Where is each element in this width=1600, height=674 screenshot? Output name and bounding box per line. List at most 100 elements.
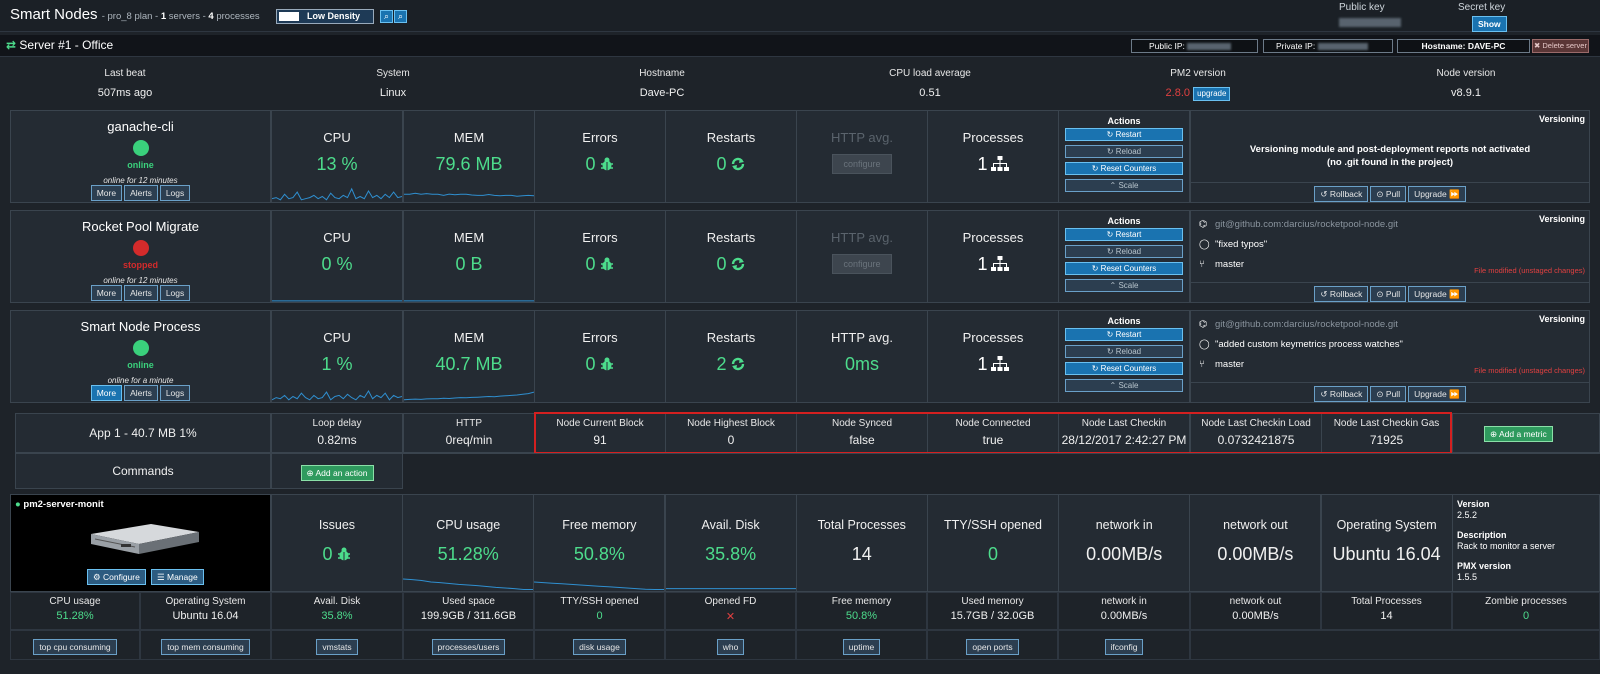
monit-tile-value-text: Ubuntu 16.04: [1332, 544, 1441, 564]
actions-panel: Actions ↻ Restart ↻ Reload ↻ Reset Counters…: [1058, 310, 1190, 403]
command-button[interactable]: open ports: [966, 639, 1019, 655]
branch-name: master: [1215, 259, 1245, 270]
monit-tile: Operating System Ubuntu 16.04: [1320, 494, 1453, 592]
reset-counters-button[interactable]: ↻ Reset Counters: [1065, 362, 1183, 375]
process-card: Smart Node Process online online for a min…: [10, 310, 271, 403]
upgrade-button[interactable]: Upgrade ⏩: [1408, 186, 1466, 202]
restart-button[interactable]: ↻ Restart: [1065, 328, 1183, 341]
info-value-text: v8.9.1: [1451, 87, 1481, 99]
restart-button[interactable]: ↻ Restart: [1065, 128, 1183, 141]
command-button[interactable]: who: [716, 639, 745, 655]
bug-icon: [599, 257, 615, 273]
scale-button[interactable]: ⌃ Scale: [1065, 279, 1183, 292]
cpu-tile-value-text: 13 %: [316, 154, 358, 174]
logs-button[interactable]: Logs: [159, 285, 191, 301]
errors-tile-title: Errors: [582, 230, 618, 245]
delete-server-button[interactable]: ✖ Delete server: [1532, 39, 1589, 53]
pull-button[interactable]: ⊙ Pull: [1370, 186, 1407, 202]
show-secret-button[interactable]: Show: [1472, 16, 1507, 32]
configure-button[interactable]: ⚙ Configure: [87, 569, 146, 585]
command-button[interactable]: processes/users: [431, 639, 506, 655]
pm2-upgrade-button[interactable]: upgrade: [1193, 87, 1231, 101]
monit-sparkline: [665, 561, 796, 591]
alerts-button[interactable]: Alerts: [124, 185, 158, 201]
info-label: Hostname: [639, 68, 685, 79]
command-button[interactable]: ifconfig: [1104, 639, 1144, 655]
repo-link[interactable]: git@github.com:darcius/rocketpool-node.g…: [1215, 319, 1398, 330]
rollback-button[interactable]: ↺ Rollback: [1314, 286, 1369, 302]
add-action-button[interactable]: ⊕ Add an action: [300, 465, 374, 481]
detail-label: Operating System: [165, 596, 246, 607]
rollback-button[interactable]: ↺ Rollback: [1314, 186, 1369, 202]
metric-label: Loop delay: [312, 418, 362, 429]
more-button[interactable]: More: [90, 385, 123, 401]
detail-value: 0.00MB/s: [1100, 610, 1148, 622]
detail-label: Used memory: [961, 596, 1024, 607]
process-name[interactable]: Smart Node Process: [80, 319, 201, 334]
scale-button[interactable]: ⌃ Scale: [1065, 179, 1183, 192]
metric-label: Node Connected: [955, 418, 1031, 429]
pull-button[interactable]: ⊙ Pull: [1370, 386, 1407, 402]
monit-tile: Free memory 50.8%: [533, 494, 666, 592]
alerts-button[interactable]: Alerts: [124, 285, 158, 301]
repo-link[interactable]: git@github.com:darcius/rocketpool-node.g…: [1215, 219, 1398, 230]
branch-icon: ⑂: [1199, 259, 1205, 270]
alerts-button[interactable]: Alerts: [124, 385, 158, 401]
uptime-label: online for a minute: [107, 376, 174, 385]
process-buttons: More Alerts Logs: [11, 385, 270, 401]
detail-cell: CPU usage 51.28%: [10, 592, 140, 630]
monit-tile-value-text: 35.8%: [705, 544, 757, 564]
upgrade-button[interactable]: Upgrade ⏩: [1408, 386, 1466, 402]
zoom-out-icon[interactable]: ⌕: [394, 10, 407, 23]
monit-tile-label: TTY/SSH opened: [944, 518, 1042, 532]
cpu-tile: CPU 1 %: [271, 310, 403, 403]
cpu-tile-value: 0 %: [272, 254, 402, 275]
reload-button[interactable]: ↻ Reload: [1065, 245, 1183, 258]
monit-tile-value: 0.00MB/s: [1059, 544, 1189, 565]
mem-tile-sparkline: [404, 380, 534, 402]
versioning-note: (no .git found in the project): [1326, 157, 1454, 168]
configure-http-button[interactable]: configure: [832, 254, 892, 274]
reload-button[interactable]: ↻ Reload: [1065, 145, 1183, 158]
logs-button[interactable]: Logs: [159, 385, 191, 401]
app-title: Smart Nodes - pro_8 plan - 1 servers - 4…: [10, 6, 260, 23]
configure-http-button[interactable]: configure: [832, 154, 892, 174]
more-button[interactable]: More: [90, 285, 123, 301]
cpu-tile-sparkline: [272, 180, 402, 202]
scale-button[interactable]: ⌃ Scale: [1065, 379, 1183, 392]
command-button[interactable]: disk usage: [573, 639, 626, 655]
process-name[interactable]: Rocket Pool Migrate: [81, 219, 200, 234]
manage-button[interactable]: ☰ Manage: [151, 569, 204, 585]
commands-cell: Commands: [15, 453, 271, 489]
reset-counters-button[interactable]: ↻ Reset Counters: [1065, 262, 1183, 275]
monit-tile: Total Processes 14: [795, 494, 928, 592]
density-switch[interactable]: [279, 12, 299, 21]
command-button[interactable]: top mem consuming: [161, 639, 250, 655]
reload-button[interactable]: ↻ Reload: [1065, 345, 1183, 358]
reset-counters-button-label: Reset Counters: [1100, 164, 1157, 173]
command-cell: disk usage: [534, 630, 665, 660]
add-metric-button[interactable]: ⊕ Add a metric: [1484, 426, 1553, 442]
pull-button[interactable]: ⊙ Pull: [1370, 286, 1407, 302]
actions-title: Actions: [1107, 216, 1141, 226]
restart-button[interactable]: ↻ Restart: [1065, 228, 1183, 241]
zoom-in-icon[interactable]: ⌕: [380, 10, 393, 23]
upgrade-button[interactable]: Upgrade ⏩: [1408, 286, 1466, 302]
server-title[interactable]: ⇄ Server #1 - Office: [6, 38, 114, 52]
process-card: ganache-cli online online for 12 minutes Mo…: [10, 110, 271, 203]
detail-label: network in: [1101, 596, 1147, 607]
command-button[interactable]: uptime: [842, 639, 881, 655]
http-tile-title: HTTP avg.: [831, 130, 893, 145]
process-tree-icon: [990, 256, 1009, 273]
logs-button[interactable]: Logs: [159, 185, 191, 201]
reset-counters-button[interactable]: ↻ Reset Counters: [1065, 162, 1183, 175]
command-button[interactable]: vmstats: [316, 639, 358, 655]
info-value: v8.9.1: [1366, 87, 1566, 99]
errors-tile: Errors 0: [534, 110, 666, 203]
density-toggle[interactable]: Low Density: [276, 9, 374, 24]
more-button[interactable]: More: [90, 185, 123, 201]
process-name[interactable]: ganache-cli: [107, 119, 174, 134]
rollback-button[interactable]: ↺ Rollback: [1314, 386, 1369, 402]
command-button[interactable]: top cpu consuming: [33, 639, 117, 655]
info-value-text: 2.8.0: [1165, 87, 1191, 99]
